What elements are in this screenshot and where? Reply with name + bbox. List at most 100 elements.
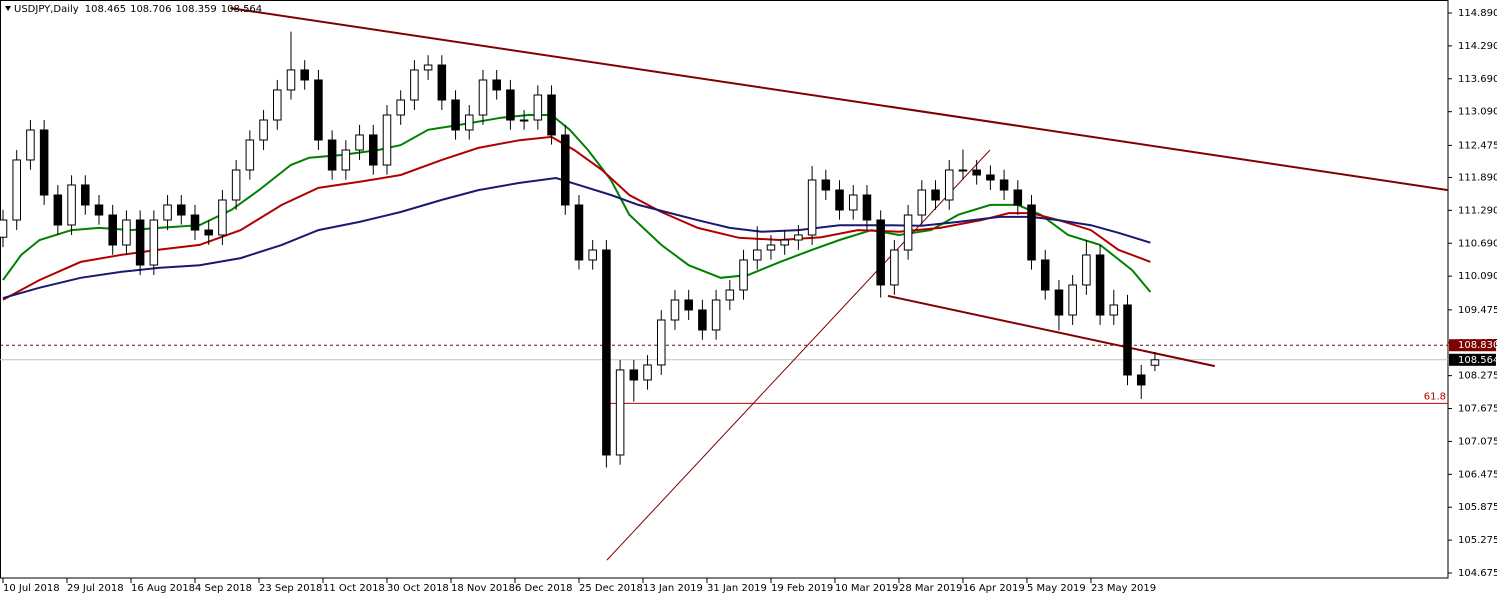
y-tick-label: 110.090 <box>1458 271 1497 282</box>
current-price-label: 108.564 <box>1458 355 1497 366</box>
x-tick-label: 4 Sep 2018 <box>195 583 252 594</box>
high-value: 108.706 <box>130 4 171 15</box>
x-tick-label: 29 Jul 2018 <box>67 583 124 594</box>
candle-body <box>396 99 405 116</box>
candle-body <box>81 184 90 206</box>
candle-body <box>560 134 570 206</box>
candle-body <box>794 234 803 241</box>
current-price-tag <box>1449 353 1496 366</box>
candle-body <box>341 149 351 171</box>
open-value: 108.465 <box>85 4 126 15</box>
trendline <box>887 294 1216 368</box>
candle-body <box>368 134 378 166</box>
x-tick-label: 19 Feb 2019 <box>771 583 833 594</box>
candle-body <box>890 249 899 286</box>
candle-body <box>656 319 666 366</box>
candle-body <box>245 139 255 171</box>
x-tick-label: 13 Jan 2019 <box>643 583 703 594</box>
candle-body <box>300 69 309 81</box>
menu-arrow[interactable] <box>5 6 11 11</box>
candle-body <box>382 114 392 166</box>
price-level-tag <box>1449 339 1496 352</box>
candle-body <box>1027 204 1036 261</box>
trendline <box>606 149 991 561</box>
candle-body <box>506 89 515 121</box>
candle-body <box>986 174 995 181</box>
candle-body <box>752 249 762 261</box>
moving-average <box>2 135 1151 301</box>
candle-body <box>574 204 584 261</box>
x-tick-label: 16 Apr 2019 <box>963 583 1025 594</box>
candle-body <box>999 179 1009 191</box>
candle-body <box>39 129 49 196</box>
candle-body <box>821 179 831 191</box>
x-tick-label: 23 Sep 2018 <box>259 583 322 594</box>
y-tick-label: 111.890 <box>1458 172 1497 183</box>
x-tick-label: 31 Jan 2019 <box>707 583 767 594</box>
y-tick-label: 111.290 <box>1458 205 1497 216</box>
candle-body <box>26 129 35 161</box>
candle-body <box>108 214 117 246</box>
x-tick-label: 6 Dec 2018 <box>515 583 573 594</box>
candle-body <box>492 79 501 91</box>
candle-body <box>122 219 131 246</box>
candle-body <box>684 299 693 311</box>
y-tick-label: 106.475 <box>1458 469 1497 480</box>
y-tick-label: 104.675 <box>1458 568 1497 579</box>
candle-body <box>478 79 488 116</box>
candle-body <box>519 119 529 122</box>
candle-body <box>286 69 296 91</box>
candle-body <box>711 299 721 331</box>
candle-body <box>1150 359 1160 366</box>
candle-body <box>931 189 940 201</box>
low-value: 108.359 <box>175 4 216 15</box>
candle-body <box>876 219 885 286</box>
x-tick-label: 11 Oct 2018 <box>323 583 385 594</box>
candle-body <box>53 194 63 226</box>
x-tick-label: 5 May 2019 <box>1027 583 1086 594</box>
plot-layer <box>0 7 1448 561</box>
candle-body <box>807 179 817 236</box>
candle-body <box>0 219 8 238</box>
x-tick-label: 16 Aug 2018 <box>131 583 195 594</box>
candle-body <box>12 159 21 221</box>
candle-body <box>670 299 680 321</box>
x-tick-label: 23 May 2019 <box>1091 583 1156 594</box>
y-tick-label: 112.475 <box>1458 140 1497 151</box>
candle-body <box>163 204 172 221</box>
candle-body <box>67 184 76 226</box>
candle-body <box>958 169 968 172</box>
y-tick-label: 105.875 <box>1458 502 1497 513</box>
candle-body <box>1095 254 1105 316</box>
candle-body <box>615 369 625 456</box>
chart-title: USDJPY,Daily <box>14 4 79 15</box>
y-tick-label: 105.275 <box>1458 535 1497 546</box>
candle-body <box>149 219 159 266</box>
y-tick-label: 114.890 <box>1458 8 1497 19</box>
candle-body <box>1040 259 1050 291</box>
y-tick-label: 109.475 <box>1458 305 1497 316</box>
candle-body <box>1054 289 1064 316</box>
candle-body <box>1068 284 1077 316</box>
candle-body <box>204 229 213 236</box>
candle-body <box>972 169 981 176</box>
y-tick-label: 108.275 <box>1458 371 1497 382</box>
candle-body <box>272 89 282 121</box>
candle-body <box>355 134 364 151</box>
candle-body <box>177 204 186 216</box>
candle-body <box>547 94 556 136</box>
candle-body <box>1109 304 1119 316</box>
candle-body <box>602 249 611 456</box>
y-tick-label: 107.675 <box>1458 404 1497 415</box>
plot-frame <box>0 0 1449 579</box>
candle-body <box>327 139 337 171</box>
candle-body <box>231 169 241 201</box>
trendline <box>230 7 1448 192</box>
candle-body <box>835 189 844 211</box>
candle-body <box>629 369 639 381</box>
moving-average <box>2 176 1151 300</box>
candle-body <box>766 244 776 251</box>
